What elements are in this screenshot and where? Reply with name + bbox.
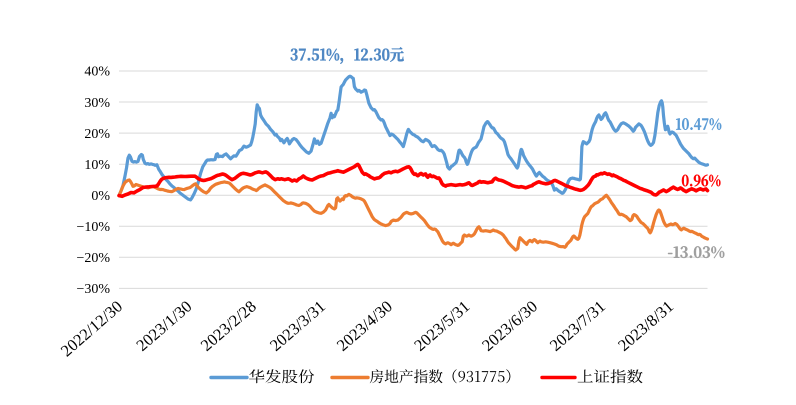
svg-text:−20%: −20% xyxy=(76,251,110,266)
svg-text:40%: 40% xyxy=(84,65,110,80)
svg-text:10%: 10% xyxy=(84,158,110,173)
svg-text:−30%: −30% xyxy=(76,282,110,297)
svg-text:−10%: −10% xyxy=(76,220,110,235)
svg-text:20%: 20% xyxy=(84,127,110,142)
svg-text:30%: 30% xyxy=(84,96,110,111)
svg-text:0%: 0% xyxy=(91,189,110,204)
